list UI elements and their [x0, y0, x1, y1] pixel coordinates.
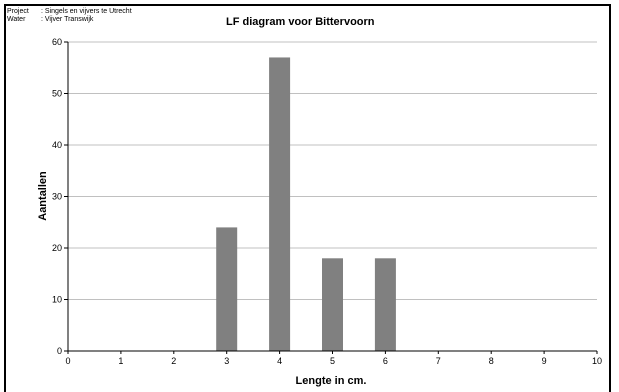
y-tick-label: 50: [52, 89, 62, 99]
bar: [216, 227, 238, 351]
x-tick-label: 7: [436, 356, 441, 366]
x-tick-label: 10: [592, 356, 602, 366]
x-tick-label: 1: [118, 356, 123, 366]
project-info: Project : Singels en vijvers te Utrecht W…: [7, 8, 132, 24]
bar: [269, 57, 291, 351]
y-tick-label: 40: [52, 140, 62, 150]
water-label: Water: [7, 16, 26, 23]
bar: [322, 258, 343, 351]
y-tick-label: 0: [57, 346, 62, 356]
bars: [216, 57, 396, 351]
project-value: : Singels en vijvers te Utrecht: [41, 8, 132, 15]
y-tick-label: 60: [52, 37, 62, 47]
x-tick-label: 8: [489, 356, 494, 366]
x-tick-label: 2: [171, 356, 176, 366]
tick-labels: 0 10 20 30 40 50 60 0 1 2 3 4 5 6 7 8 9 10: [52, 37, 602, 366]
x-tick-label: 6: [383, 356, 388, 366]
y-tick-label: 20: [52, 243, 62, 253]
x-tick-label: 9: [542, 356, 547, 366]
project-row: Project : Singels en vijvers te Utrecht: [7, 8, 132, 16]
chart-title: LF diagram voor Bittervoorn: [226, 16, 375, 28]
axes: [64, 41, 598, 354]
bar: [374, 258, 396, 351]
x-tick-label: 3: [224, 356, 229, 366]
x-tick-label: 4: [277, 356, 282, 366]
y-tick-label: 10: [52, 295, 62, 305]
x-tick-label: 5: [330, 356, 335, 366]
water-row: Water : Vijver Transwijk: [7, 16, 132, 24]
y-tick-label: 30: [52, 192, 62, 202]
project-label: Project: [7, 8, 29, 15]
gridlines: [68, 41, 597, 300]
water-value: : Vijver Transwijk: [41, 16, 94, 23]
chart-frame: [4, 4, 611, 392]
y-axis-title: Aantallen: [37, 171, 49, 221]
x-axis-title: Lengte in cm.: [296, 375, 367, 387]
x-tick-label: 0: [65, 356, 70, 366]
